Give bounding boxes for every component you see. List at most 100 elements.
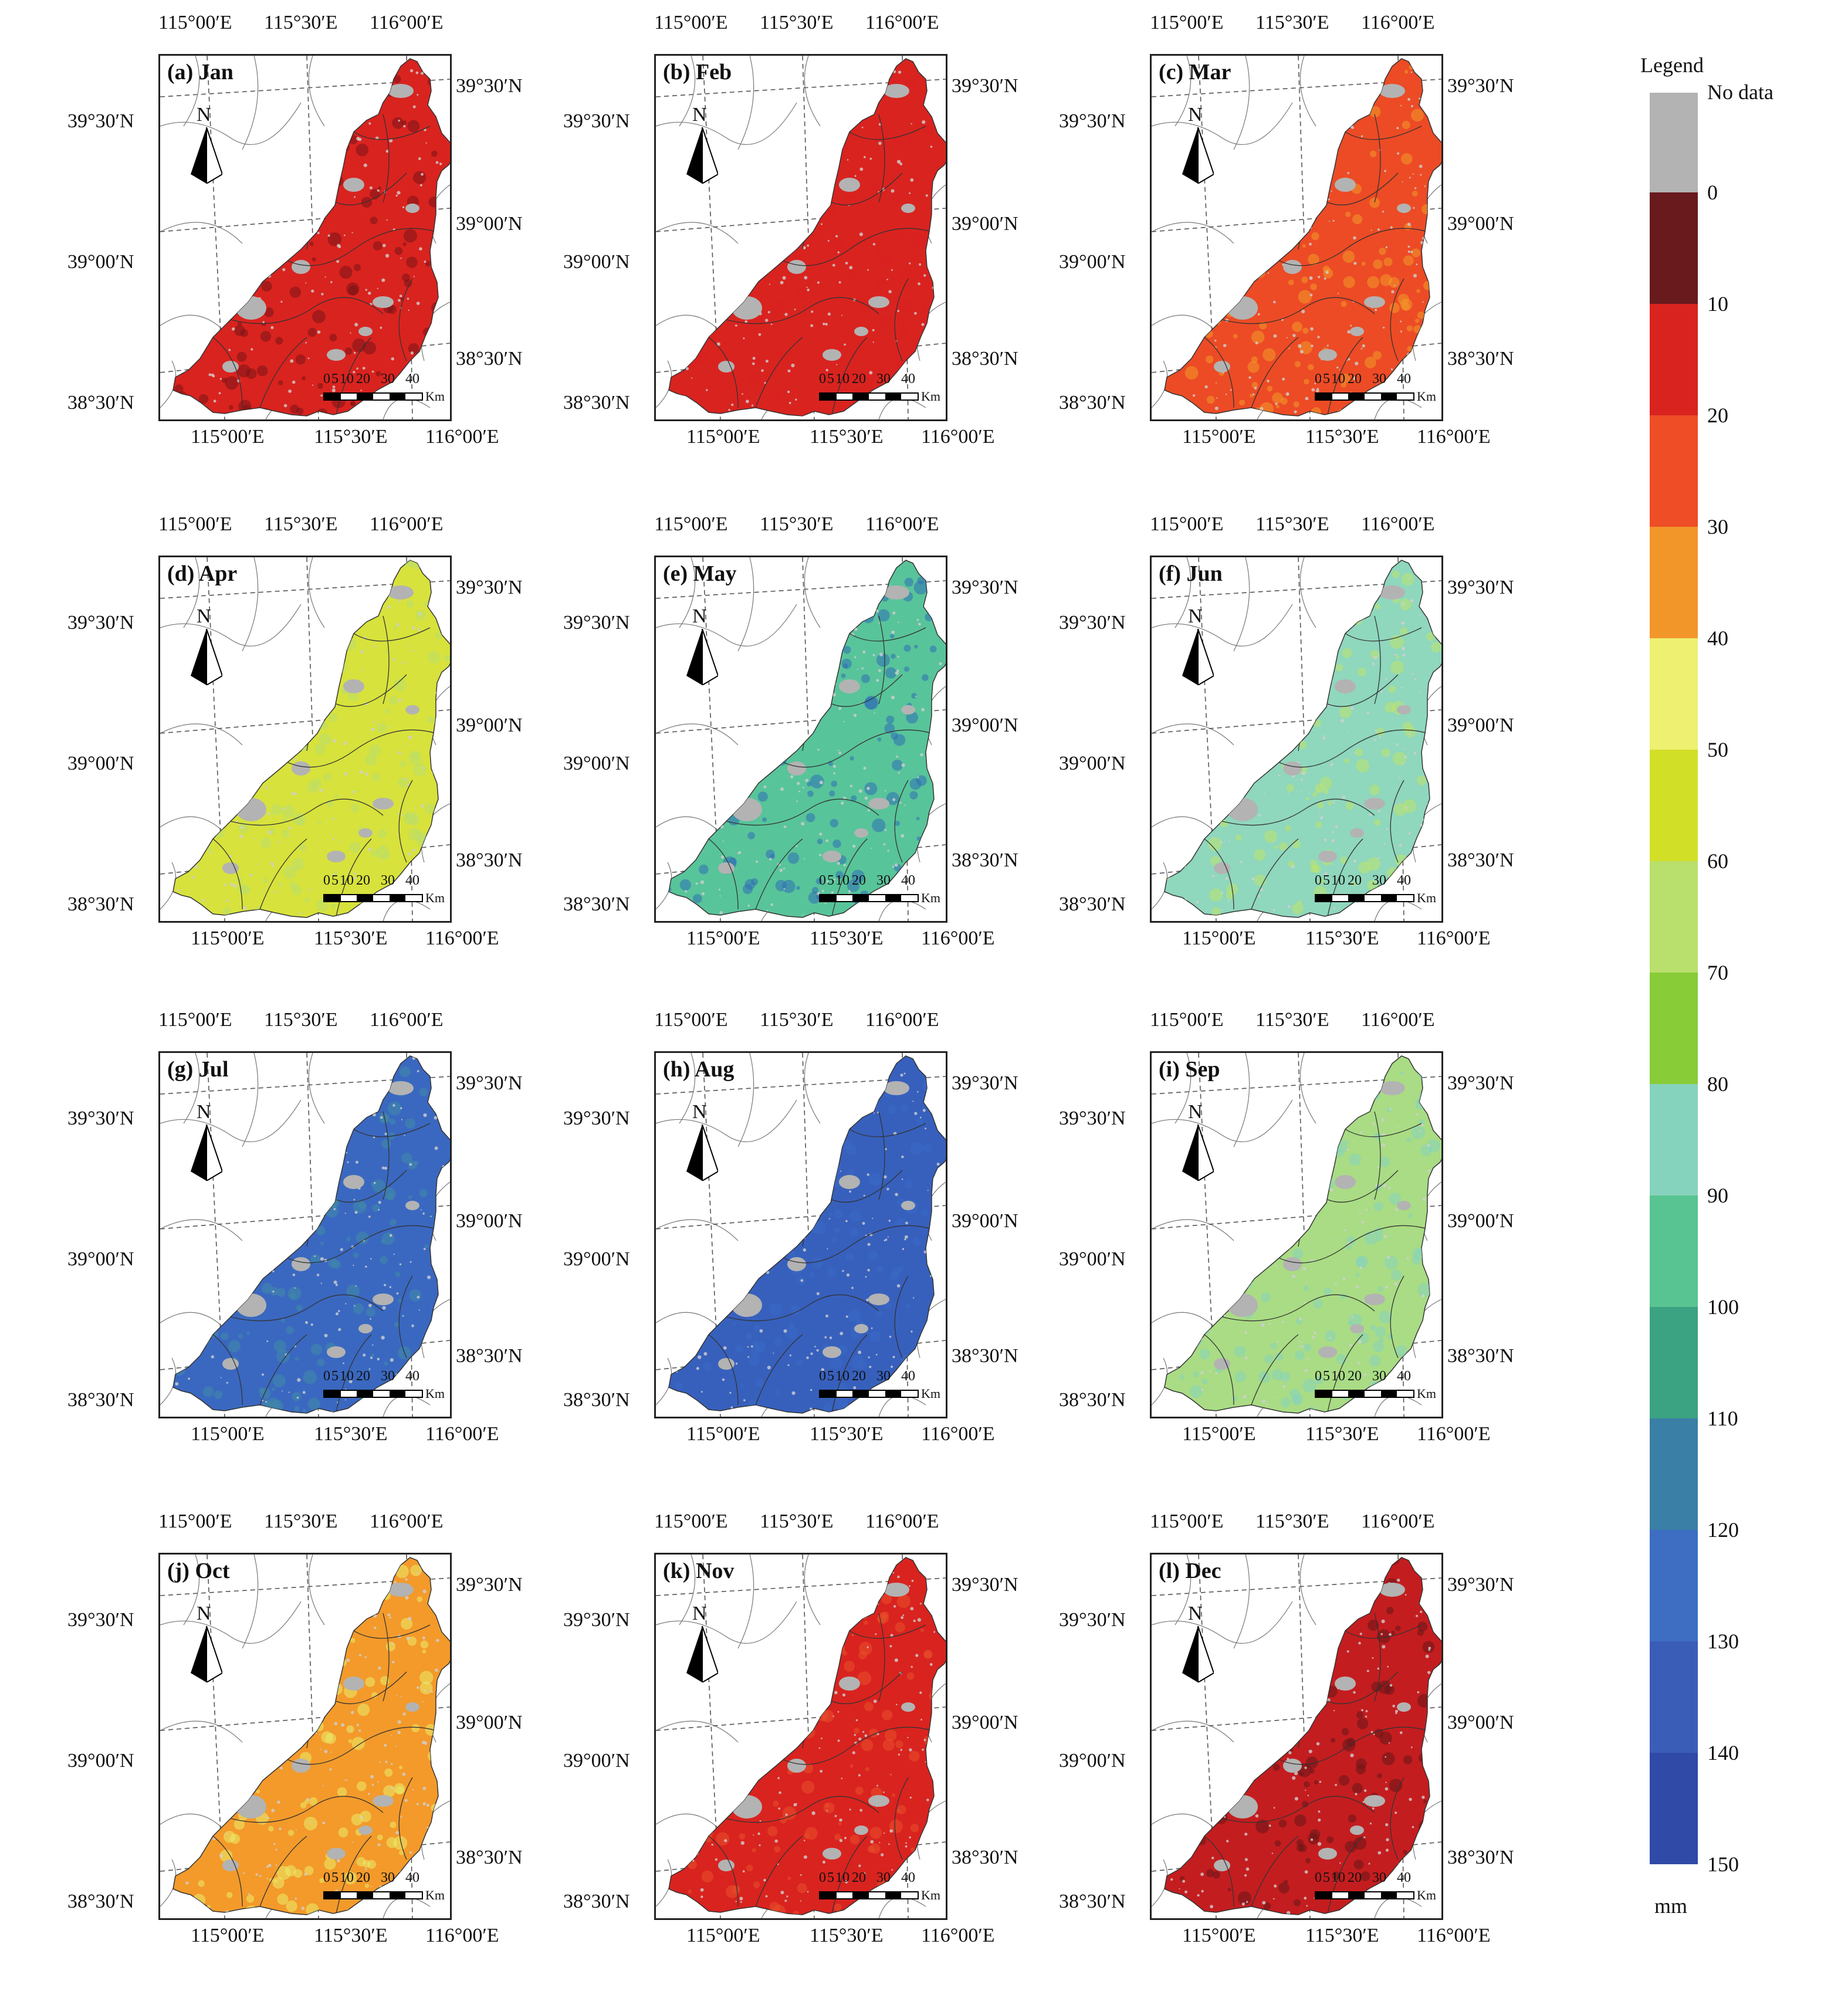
scale-bar: 0 5 10 20 30 40 Km	[1315, 1369, 1436, 1407]
legend-tick-label: 130	[1707, 1630, 1739, 1653]
map-frame: (f) Jun N 0 5 10 20 30 40 Km	[1150, 556, 1443, 923]
bottom-longitude-label: 115°30′E	[1305, 1423, 1379, 1445]
bottom-longitude-label: 115°30′E	[810, 1423, 884, 1445]
bottom-longitude-label: 115°30′E	[314, 426, 388, 448]
map-frame: (k) Nov N 0 5 10 20 30 40 Km	[654, 1553, 947, 1920]
top-longitude-label: 116°00′E	[1361, 1511, 1435, 1532]
scale-tick-label: 10	[1331, 873, 1345, 888]
scale-unit: Km	[1417, 1888, 1436, 1902]
legend-tick-label: 120	[1707, 1518, 1739, 1542]
bottom-longitude-label: 115°00′E	[686, 1423, 760, 1445]
panel-month-label: (k) Nov	[663, 1559, 735, 1583]
scale-tick-label: 10	[1331, 371, 1345, 387]
scale-tick-label: 5	[331, 371, 339, 387]
scale-tick-label: 40	[901, 371, 915, 387]
county-boundaries	[160, 1053, 450, 1417]
right-latitude-label: 39°00′N	[952, 714, 1018, 736]
bottom-longitude-label: 115°00′E	[1182, 1423, 1256, 1445]
top-longitude-label: 115°30′E	[264, 513, 338, 535]
top-longitude-label: 115°00′E	[654, 513, 728, 535]
precipitation-map	[160, 557, 450, 921]
right-latitude-label: 38°30′N	[1447, 348, 1514, 370]
legend-color-swatch	[1650, 1530, 1698, 1641]
scale-tick-label: 5	[1323, 1369, 1330, 1384]
scale-tick-label: 40	[1397, 1369, 1411, 1384]
scale-bar: 0 5 10 20 30 40 Km	[1315, 371, 1436, 410]
legend-tick-label: 60	[1707, 849, 1728, 873]
legend-color-swatch	[1650, 638, 1698, 750]
left-latitude-label: 39°00′N	[563, 1750, 630, 1772]
north-arrow-icon: N	[682, 1603, 723, 1685]
bottom-longitude-label: 115°00′E	[1182, 426, 1256, 448]
bottom-longitude-label: 115°30′E	[1305, 927, 1379, 949]
right-latitude-label: 38°30′N	[456, 1345, 523, 1367]
scale-tick-label: 10	[340, 371, 354, 387]
scale-tick-label: 30	[1372, 1369, 1386, 1384]
map-frame: (d) Apr N 0 5 10 20 30 40 Km	[158, 556, 452, 923]
left-latitude-label: 38°30′N	[1059, 1891, 1126, 1912]
north-arrow-icon: N	[1177, 104, 1219, 186]
north-arrow-icon: N	[682, 104, 723, 186]
legend-title: Legend	[1640, 53, 1704, 77]
scale-tick-label: 0	[819, 371, 826, 387]
left-latitude-label: 39°30′N	[1059, 1108, 1126, 1129]
left-latitude-label: 38°30′N	[563, 1389, 630, 1411]
map-panel: 115°00′E 115°30′E 116°00′E 115°00′E 115°30′E…	[67, 12, 523, 448]
scale-tick-label: 30	[381, 1870, 395, 1885]
top-longitude-label: 115°30′E	[760, 12, 834, 33]
left-latitude-label: 39°30′N	[563, 612, 630, 634]
map-panel: 115°00′E 115°30′E 116°00′E 115°00′E 115°30′E…	[563, 12, 1018, 447]
precipitation-map	[160, 1053, 450, 1417]
scale-tick-label: 0	[1315, 1369, 1322, 1384]
left-latitude-label: 39°30′N	[67, 110, 134, 132]
legend-color-bar	[1650, 93, 1698, 1864]
scale-tick-label: 30	[876, 1369, 891, 1384]
north-arrow-icon: N	[1177, 1101, 1219, 1183]
top-longitude-label: 115°00′E	[158, 1511, 232, 1532]
north-arrow-icon: N	[186, 1603, 227, 1685]
north-arrow-letter: N	[197, 104, 211, 126]
left-latitude-label: 38°30′N	[1059, 1389, 1126, 1411]
scale-tick-label: 10	[835, 371, 849, 387]
right-latitude-label: 38°30′N	[1447, 1345, 1514, 1367]
scale-tick-label: 5	[827, 1369, 834, 1384]
legend-no-data-label: No data	[1707, 80, 1773, 104]
legend-unit: mm	[1654, 1894, 1688, 1918]
scale-tick-label: 30	[381, 1369, 395, 1384]
scale-tick-label: 30	[876, 371, 891, 387]
left-latitude-label: 39°30′N	[67, 1108, 134, 1129]
top-longitude-label: 115°00′E	[158, 1009, 232, 1031]
map-panel: 115°00′E 115°30′E 116°00′E 115°00′E 115°30′E…	[563, 1511, 1018, 1946]
scale-unit: Km	[1417, 389, 1436, 404]
bottom-longitude-label: 115°30′E	[810, 1925, 884, 1946]
top-longitude-label: 115°30′E	[1255, 513, 1329, 535]
scale-tick-label: 10	[1331, 1870, 1345, 1885]
north-arrow-icon: N	[186, 104, 227, 186]
north-arrow-icon: N	[682, 1101, 723, 1183]
study-area-fill	[668, 1557, 946, 1915]
precipitation-map	[656, 1053, 946, 1417]
top-longitude-label: 115°30′E	[1255, 1511, 1329, 1532]
right-latitude-label: 38°30′N	[952, 348, 1018, 370]
top-longitude-label: 116°00′E	[865, 1511, 939, 1532]
left-latitude-label: 38°30′N	[563, 392, 630, 414]
north-arrow-icon: N	[186, 605, 227, 688]
scale-tick-label: 0	[819, 1369, 826, 1384]
panel-month-label: (c) Mar	[1159, 60, 1231, 84]
scale-tick-label: 40	[405, 873, 419, 888]
scale-tick-label: 10	[835, 873, 849, 888]
panel-month-label: (h) Aug	[663, 1057, 735, 1082]
left-latitude-label: 39°00′N	[1059, 251, 1126, 273]
scale-tick-label: 20	[356, 1369, 370, 1384]
scale-tick-label: 0	[323, 371, 330, 387]
panel-month-label: (d) Apr	[167, 561, 238, 586]
bottom-longitude-label: 116°00′E	[921, 1925, 995, 1946]
scale-tick-label: 0	[323, 873, 330, 888]
panel-month-label: (e) May	[663, 561, 737, 586]
scale-unit: Km	[1417, 1386, 1436, 1401]
left-latitude-label: 39°30′N	[1059, 110, 1126, 132]
north-arrow-letter: N	[1188, 1101, 1203, 1123]
scale-tick-label: 0	[1315, 371, 1322, 387]
top-longitude-label: 116°00′E	[865, 12, 939, 33]
bottom-longitude-label: 116°00′E	[921, 927, 995, 949]
